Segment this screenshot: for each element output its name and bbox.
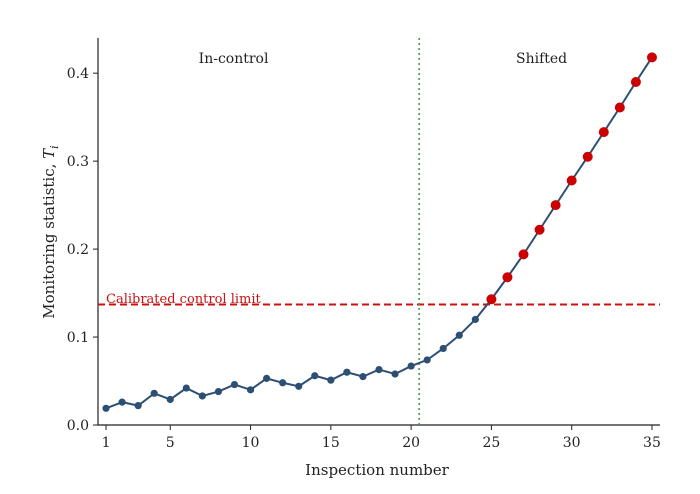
y-tick-label: 0.1: [67, 330, 89, 346]
data-point: [359, 373, 367, 381]
x-tick-label: 20: [402, 435, 420, 451]
data-point: [246, 386, 255, 394]
data-point: [391, 370, 399, 378]
out-of-control-point: [518, 249, 529, 260]
x-tick-label: 25: [482, 435, 500, 451]
out-of-control-point: [486, 294, 497, 305]
data-point: [134, 402, 142, 410]
data-point: [150, 389, 158, 397]
y-axis-label-text: Monitoring statistic,: [40, 159, 58, 319]
data-point: [182, 384, 190, 392]
out-of-control-point: [534, 224, 545, 235]
x-tick-label: 5: [166, 435, 175, 451]
data-point: [455, 331, 463, 339]
data-point: [198, 392, 206, 400]
reference-lines: [98, 38, 660, 425]
data-point: [295, 382, 303, 390]
y-ticks: 0.0 0.1 0.2 0.3 0.4: [67, 66, 98, 434]
out-of-control-point: [582, 151, 593, 162]
out-of-control-point: [630, 76, 641, 87]
y-tick-label: 0.3: [67, 154, 89, 170]
x-ticks: 1 5 10 15 20 25 30 35: [102, 425, 661, 451]
x-axis-label: Inspection number: [305, 461, 449, 479]
out-of-control-point: [614, 102, 625, 113]
y-axis-label-symbol: T: [40, 148, 58, 159]
out-of-control-point: [502, 272, 513, 283]
data-point: [471, 315, 479, 324]
data-point: [423, 356, 431, 364]
x-tick-label: 35: [643, 435, 661, 451]
x-tick-label: 10: [242, 435, 260, 451]
out-of-control-point: [566, 175, 577, 186]
data-point: [118, 398, 126, 406]
x-tick-label: 1: [102, 435, 111, 451]
out-of-control-point: [646, 52, 657, 63]
data-point: [343, 368, 351, 376]
y-axis-label-subscript: i: [48, 145, 61, 149]
data-point: [102, 404, 110, 412]
data-point: [230, 380, 239, 389]
series-1: [102, 52, 657, 412]
data-point: [407, 362, 415, 370]
y-tick-label: 0.2: [67, 242, 89, 258]
axes: [97, 38, 660, 426]
data-point: [375, 365, 383, 374]
out-of-control-point: [598, 127, 609, 138]
data-point: [279, 379, 287, 387]
region-label-in-control: In-control: [199, 51, 269, 67]
series-line: [105, 56, 653, 410]
data-point: [214, 387, 223, 396]
data-point: [327, 376, 335, 384]
x-tick-label: 30: [563, 435, 581, 451]
y-axis-label: Monitoring statistic, Ti: [40, 145, 61, 318]
y-tick-label: 0.0: [67, 418, 89, 434]
data-point: [263, 374, 271, 382]
x-tick-label: 15: [322, 435, 340, 451]
data-point: [439, 344, 447, 353]
out-of-control-point: [550, 200, 561, 211]
data-point: [311, 372, 319, 380]
y-tick-label: 0.4: [67, 66, 89, 82]
control-limit-label: Calibrated control limit: [106, 292, 262, 307]
data-point: [166, 395, 174, 404]
region-label-shifted: Shifted: [516, 51, 567, 67]
